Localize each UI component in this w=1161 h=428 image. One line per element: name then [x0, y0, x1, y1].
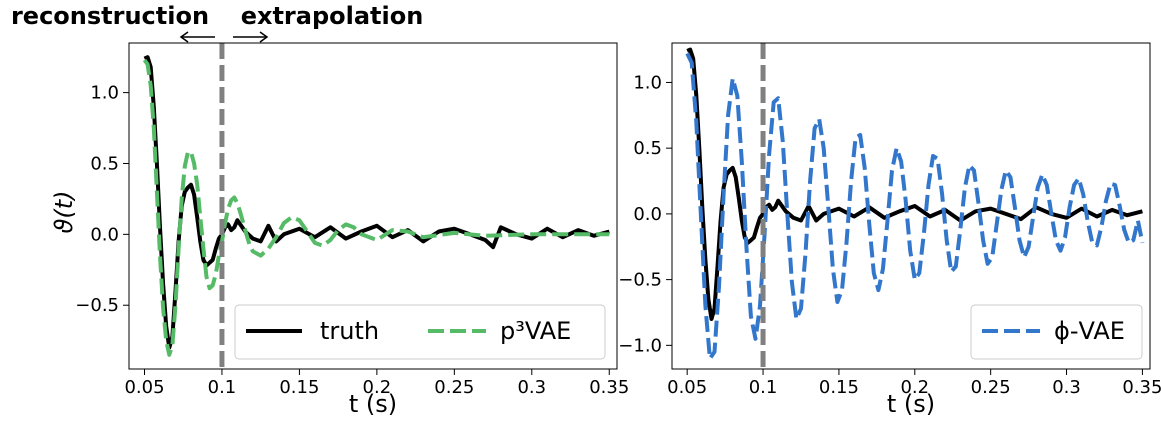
- right-plot-frame: [671, 42, 1151, 370]
- right-y-tick-label: 1.0: [633, 72, 662, 93]
- legend-truth-label: truth: [320, 317, 379, 345]
- left-y-tick-label: 1.0: [90, 83, 119, 104]
- left-y-tick-label: 0.0: [90, 224, 119, 245]
- left-plot-frame: [128, 42, 618, 370]
- legend-phivae-label: ϕ-VAE: [1054, 317, 1125, 345]
- reconstruction-arrow-icon: [179, 31, 215, 43]
- right-x-tick-label: 0.25: [971, 377, 1011, 398]
- right-legend: ϕ-VAE: [970, 304, 1143, 360]
- right-x-tick-label: 0.05: [667, 377, 707, 398]
- right-chart-panel: 0.05 0.1 0.15 0.2 0.25 0.3 0.35 −1.0 −0.5 0.0 0.5 1…: [618, 42, 1161, 418]
- left-y-tick-label: −0.5: [75, 295, 119, 316]
- left-chart-panel: 0.05 0.1 0.15 0.2 0.25 0.3 0.35 −0.5 0.0 0.5 1.0 t…: [50, 42, 629, 418]
- left-x-tick-label: 0.25: [434, 377, 474, 398]
- left-x-tick-label: 0.35: [589, 377, 629, 398]
- right-y-tick-label: 0.0: [633, 204, 662, 225]
- reconstruction-label: reconstruction: [11, 2, 209, 30]
- right-series-truth-line: [686, 47, 1143, 321]
- right-y-tick-label: −0.5: [618, 270, 662, 291]
- left-x-tick-label: 0.1: [208, 377, 237, 398]
- right-x-tick-label: 0.2: [900, 377, 929, 398]
- left-legend: truth p³VAE: [234, 304, 606, 360]
- left-y-axis-label: ϑ(t): [50, 191, 78, 234]
- right-x-tick-label: 0.1: [749, 377, 778, 398]
- right-y-tick-label: 0.5: [633, 138, 662, 159]
- right-y-tick-label: −1.0: [618, 335, 662, 356]
- extrapolation-label: extrapolation: [241, 2, 424, 30]
- right-x-tick-label: 0.3: [1052, 377, 1081, 398]
- right-x-tick-label: 0.15: [819, 377, 859, 398]
- left-series-p-vae-line: [142, 58, 610, 357]
- extrapolation-arrow-icon: [233, 31, 269, 43]
- left-series-truth-line: [143, 55, 610, 350]
- left-x-tick-label: 0.3: [517, 377, 546, 398]
- right-series--vae-line: [685, 52, 1145, 361]
- right-x-tick-label: 0.35: [1122, 377, 1161, 398]
- legend-p3vae-label: p³VAE: [500, 317, 571, 345]
- left-x-axis-label: t (s): [349, 390, 397, 418]
- right-x-axis-label: t (s): [887, 390, 935, 418]
- left-x-tick-label: 0.15: [279, 377, 319, 398]
- left-y-tick-label: 0.5: [90, 153, 119, 174]
- left-x-tick-label: 0.05: [124, 377, 164, 398]
- left-x-tick-label: 0.2: [363, 377, 392, 398]
